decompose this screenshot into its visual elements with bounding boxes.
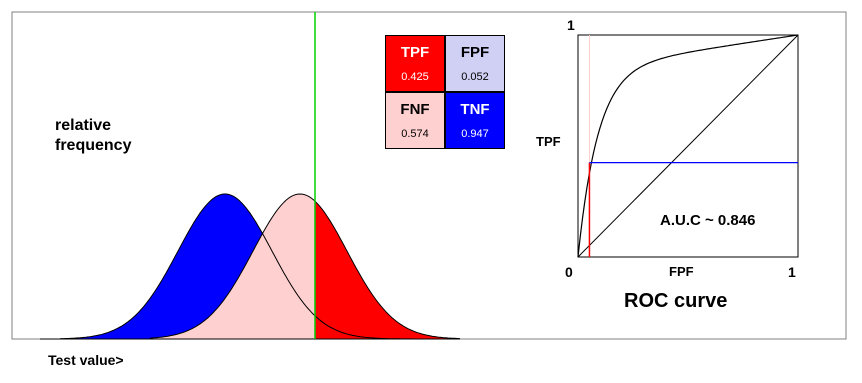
roc-x-max-label: 1: [788, 264, 796, 280]
roc-x-axis-label: FPF: [669, 264, 694, 279]
roc-plot: [577, 34, 799, 258]
tpf-cell: TPF 0.425: [385, 35, 445, 92]
roc-y-max-label: 1: [567, 17, 575, 33]
roc-y-axis-label: TPF: [536, 134, 561, 149]
roc-origin-label: 0: [565, 264, 573, 280]
auc-label: A.U.C ~ 0.846: [660, 212, 756, 229]
distribution-plot: [40, 12, 461, 340]
y-axis-label-line2: frequency: [55, 137, 132, 154]
roc-title: ROC curve: [624, 290, 728, 312]
fnf-label: FNF: [400, 101, 430, 118]
false-negative-fill: [150, 194, 315, 339]
tpf-value: 0.425: [401, 71, 429, 83]
fnf-cell: FNF 0.574: [385, 92, 445, 149]
y-axis-label-line1: relative: [55, 117, 112, 134]
tnf-value: 0.947: [461, 128, 489, 140]
fpf-value: 0.052: [461, 71, 489, 83]
y-axis-label: relative frequency: [55, 116, 175, 156]
true-positive-fill: [315, 201, 460, 339]
fpf-label: FPF: [460, 44, 490, 61]
positive-distribution-curve: [149, 193, 461, 340]
tnf-cell: TNF 0.947: [445, 92, 505, 149]
fnf-value: 0.574: [401, 128, 429, 140]
tnf-label: TNF: [460, 101, 490, 118]
roc-curve: [577, 34, 799, 258]
fpf-cell: FPF 0.052: [445, 35, 505, 92]
roc-diagonal: [577, 34, 799, 258]
x-axis-label: Test value>: [48, 352, 124, 368]
tpf-label: TPF: [400, 44, 430, 61]
